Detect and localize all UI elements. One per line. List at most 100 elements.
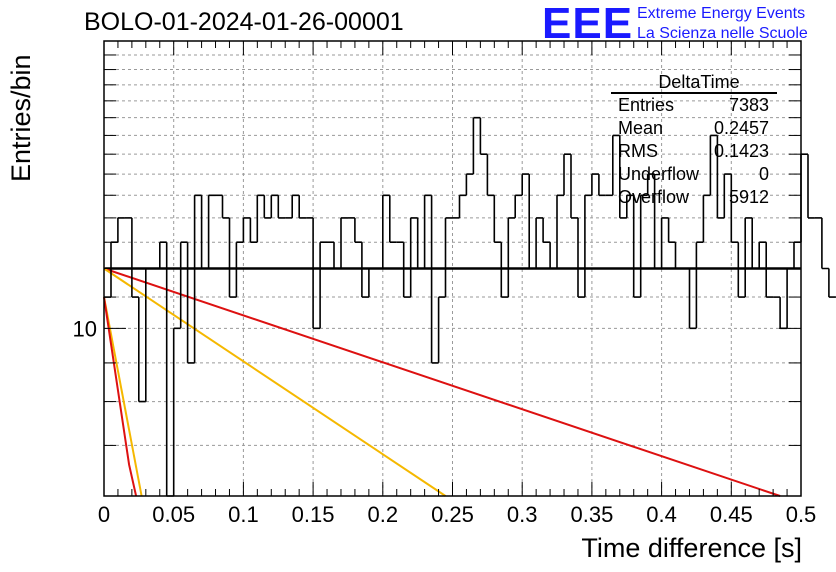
stats-title: DeltaTime [611,72,777,94]
x-tick-label: 0.3 [507,502,538,527]
stats-box: DeltaTime Entries 7383 Mean 0.2457 RMS 0.14… [611,72,777,209]
histogram-bin [653,174,662,270]
histogram-bin [744,217,753,298]
histogram-bin [145,267,153,402]
histogram-bin [389,195,397,243]
histogram-bin [591,173,599,196]
histogram-bin [165,242,174,497]
stats-value: 7383 [728,95,769,115]
histogram-bin [786,267,794,329]
histogram-bin [444,217,453,298]
histogram-bin [828,268,836,298]
histogram-bin [716,135,725,219]
histogram-bin [577,217,585,298]
histogram-bin [354,217,362,243]
histogram-bin [507,217,516,298]
histogram-bin [131,217,139,298]
tick-labels-layer: 0 0.05 0.1 0.15 0.2 0.25 0.3 0.35 0.4 0.45 0.5 10 [73,316,817,527]
histogram-bin [361,242,369,298]
histogram-bin [626,194,634,218]
histogram-bin [333,242,341,270]
histogram-bin [660,217,669,269]
histogram-bin [138,297,146,403]
stats-value: 5912 [728,187,769,207]
histogram-bin [430,195,439,364]
histogram-bin [751,217,760,270]
histogram-bin [368,267,376,298]
histogram-bin [737,242,746,298]
histogram-bin [493,195,502,243]
stats-value: 0.2457 [713,118,769,138]
histogram-bin [598,174,606,197]
stats-label: Entries [618,95,675,115]
histogram-bin [228,217,237,298]
histogram-bin [765,242,774,298]
histogram-bin [242,217,251,243]
histogram-layer [104,116,836,497]
histogram-bin [521,173,530,196]
histogram-bin [249,217,258,243]
x-tick-label: 0.2 [368,502,399,527]
histogram-bin [437,296,446,363]
histogram-bin [800,153,808,243]
x-tick-label: 0 [98,502,110,527]
x-tick-label: 0.35 [570,502,613,527]
stats-value: 0.1423 [713,141,769,161]
histogram-bin [423,194,432,269]
stats-label: Underflow [618,164,700,184]
histogram-bin [402,242,411,298]
histogram-bin [472,116,481,175]
histogram-bin [193,194,202,363]
x-tick-label: 0.5 [786,502,817,527]
logo-line-2: La Scienza nelle Scuole [637,25,808,42]
histogram-bin [256,194,265,243]
histogram-bin [674,242,683,270]
stats-row: Underflow 0 [611,163,777,186]
histogram-bin [807,154,815,219]
x-tick-label: 0.1 [228,502,259,527]
histogram-bin [688,268,697,330]
histogram-bin [584,194,592,298]
histogram-bin [667,217,676,243]
histogram-bin [486,154,495,197]
histogram-bin [563,153,571,196]
histogram-bin [409,217,418,298]
fit-line [103,296,138,497]
stats-row: Overflow 5912 [611,186,777,209]
fit-line [103,296,143,497]
histogram-bin [298,195,307,219]
ticks-layer [103,41,802,496]
histogram-bin [465,173,474,196]
x-tick-label: 0.05 [152,502,195,527]
histogram-bin [291,194,300,218]
histogram-bin [221,195,230,219]
histogram-bin [730,174,739,243]
histogram-bin [570,154,578,219]
x-tick-label: 0.15 [292,502,335,527]
chart-title: BOLO-01-2024-01-26-00001 [84,8,404,36]
histogram-bin [500,242,509,298]
histogram-bin [179,241,188,329]
histogram-bin [235,241,244,298]
stats-value: 0 [758,164,769,184]
histogram-bin [270,194,279,218]
histogram-bin [416,217,425,270]
histogram-bin [312,217,321,330]
x-axis-label: Time difference [s] [581,533,802,563]
histogram-bin [723,173,732,218]
histogram-bin [207,194,216,269]
histogram-bin [186,242,195,364]
x-tick-label: 0.45 [710,502,753,527]
histogram-bin [159,241,167,269]
histogram-bin [779,297,788,330]
histogram-bin [172,327,181,496]
histogram-bin [639,194,648,298]
fit-lines-layer [103,267,801,497]
histogram-bin [646,173,655,196]
histogram-bin [535,217,544,269]
histogram-bin [319,241,327,329]
histogram-bin [528,174,537,270]
stats-row: RMS 0.1423 [611,140,777,163]
histogram-bin [117,217,125,243]
